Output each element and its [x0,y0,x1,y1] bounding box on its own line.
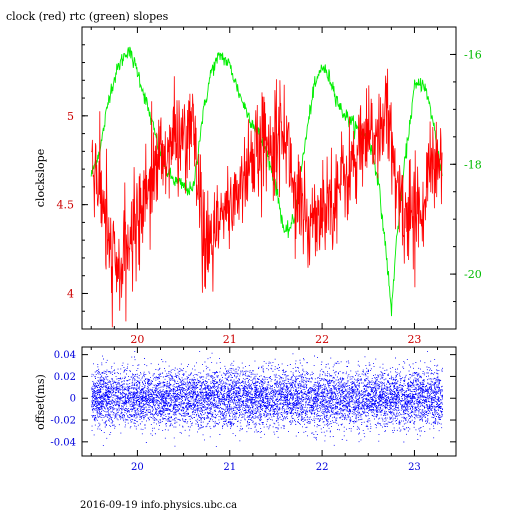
slopes-x-tick-label: 23 [407,333,421,346]
offset-y-axis-label: offset(ms) [34,374,47,430]
offset-x-tick-label: 23 [408,462,421,473]
offset-y-tick-label: 0.04 [54,350,76,361]
clock-series-line [91,68,443,328]
slopes-y-axis-label: clockslope [34,149,47,207]
chart-title: clock (red) rtc (green) slopes [6,10,169,23]
left-y-tick-label: 4 [67,287,74,300]
slopes-x-tick-label: 20 [130,333,144,346]
offset-tick-layer: 20 21 22 23 -0.04 -0.02 0 0.02 0.04 [50,347,456,473]
offset-y-tick-label: -0.02 [50,416,76,427]
offset-x-tick-label: 22 [316,462,329,473]
footer-credit: 2016-09-19 info.physics.ubc.ca [80,500,237,511]
slopes-tick-layer: 20 21 22 23 4 4.5 5 -20 -18 -16 [57,27,482,346]
slopes-x-tick-label: 22 [315,333,329,346]
slopes-panel: 20 21 22 23 4 4.5 5 -20 -18 -16 clockslope [34,26,482,346]
offset-x-tick-label: 20 [131,462,144,473]
offset-y-tick-label: -0.04 [50,437,76,448]
offset-panel: 20 21 22 23 -0.04 -0.02 0 0.02 0.04 offset(ms) [34,346,457,473]
offset-series-points [91,350,443,447]
left-y-tick-label: 5 [67,110,74,123]
offset-x-tick-label: 21 [223,462,236,473]
offset-y-tick-label: 0 [70,394,76,405]
offset-y-tick-label: 0.02 [54,372,76,383]
right-y-tick-label: -20 [464,268,482,281]
slopes-series-layer [90,46,443,328]
slopes-x-tick-label: 21 [223,333,237,346]
offset-series-layer [91,350,443,447]
right-y-tick-label: -16 [464,48,482,61]
slopes-plot-frame [81,26,457,330]
left-y-tick-label: 4.5 [57,199,75,212]
right-y-tick-label: -18 [464,158,482,171]
offset-plot-frame [81,346,457,457]
